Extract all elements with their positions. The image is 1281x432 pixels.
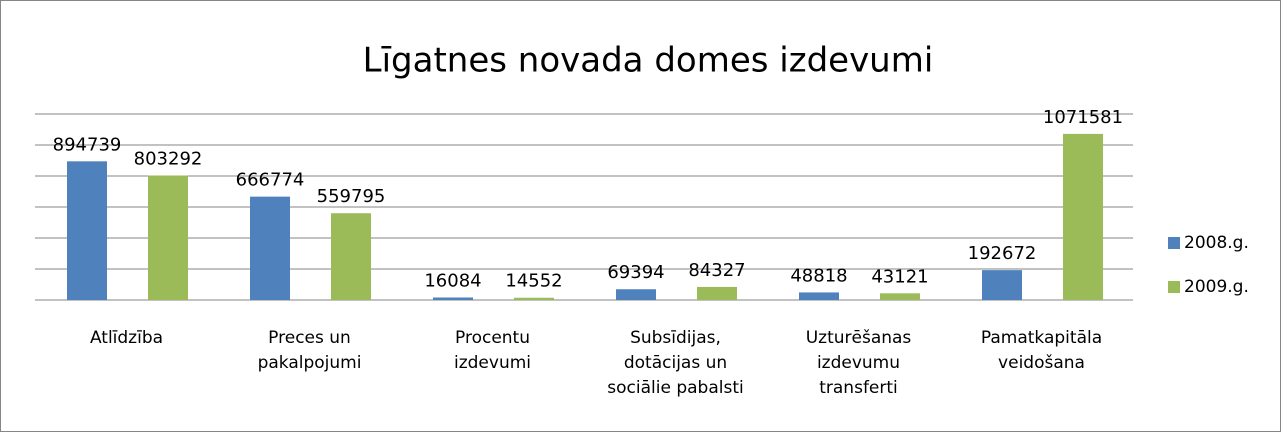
bar <box>982 270 1022 300</box>
bar <box>880 293 920 300</box>
bar <box>514 297 554 300</box>
data-label: 48818 <box>790 265 847 286</box>
bar <box>331 213 371 300</box>
bar <box>1063 133 1103 300</box>
bar <box>799 292 839 300</box>
legend-swatch <box>1168 237 1180 249</box>
bar <box>697 286 737 300</box>
data-label: 559795 <box>317 186 386 207</box>
chart-title: Līgatnes novada domes izdevumi <box>363 41 934 81</box>
x-tick-label: Atlīdzība <box>89 328 164 348</box>
bar <box>433 297 473 300</box>
data-label: 84327 <box>688 260 745 281</box>
legend-swatch <box>1168 281 1180 293</box>
data-label: 192672 <box>968 243 1037 264</box>
bar <box>67 161 107 300</box>
legend-label: 2008.g. <box>1184 233 1249 253</box>
data-label: 14552 <box>505 271 562 292</box>
data-label: 894739 <box>53 134 122 155</box>
data-label: 666774 <box>236 170 305 191</box>
bar <box>148 175 188 300</box>
data-label: 803292 <box>134 148 203 169</box>
bar <box>616 289 656 300</box>
x-tick-label: Preces un pakalpojumi <box>257 328 362 373</box>
data-label: 69394 <box>607 262 664 283</box>
legend-label: 2009.g. <box>1184 277 1249 297</box>
x-tick-label: Uzturēšanas izdevumu transferti <box>805 328 912 398</box>
data-label: 1071581 <box>1043 107 1123 128</box>
x-tick-label: Subsīdijas, dotācijas un sociālie pabals… <box>607 328 744 398</box>
data-label: 43121 <box>871 266 928 287</box>
x-tick-label: Pamatkapitāla veidošana <box>980 328 1103 373</box>
x-tick-label: Procentu izdevumi <box>453 328 531 373</box>
bar <box>250 196 290 300</box>
data-label: 16084 <box>424 271 481 292</box>
